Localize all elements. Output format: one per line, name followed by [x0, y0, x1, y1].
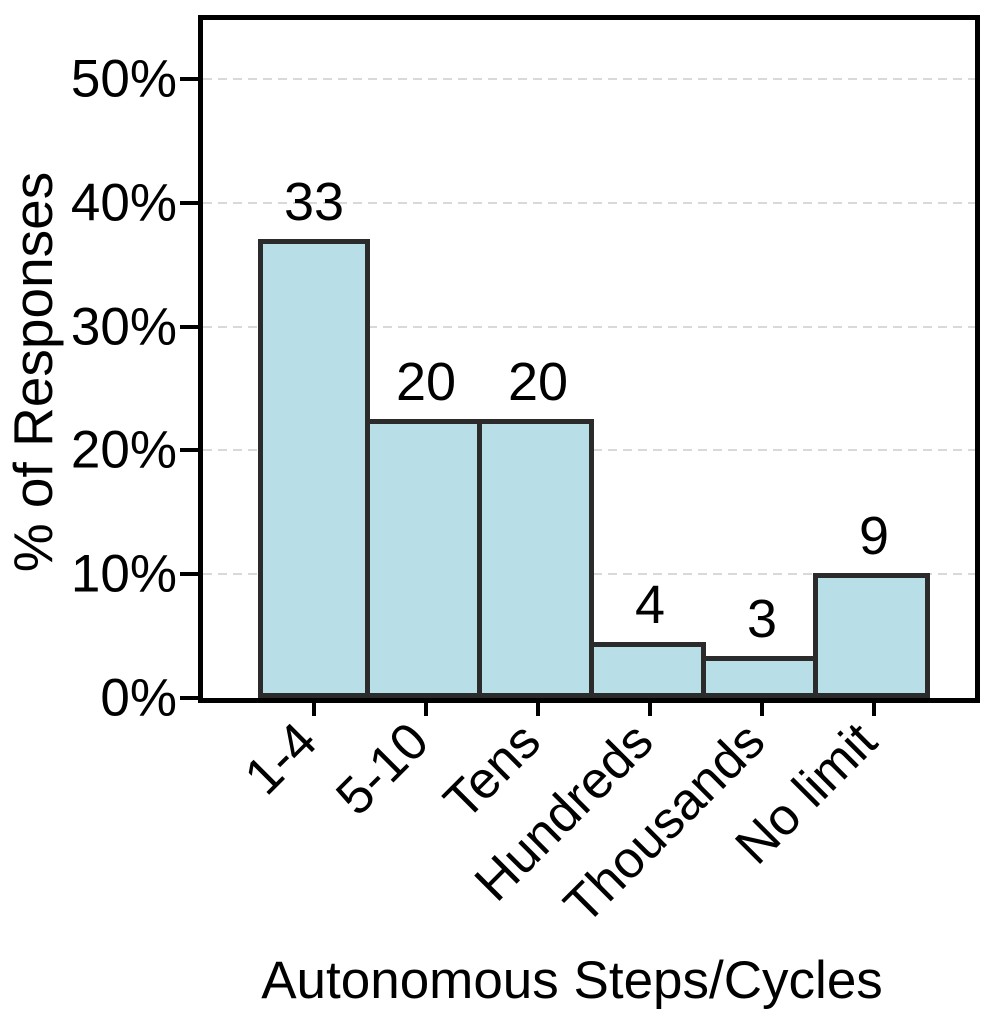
bar-value-label: 3 [746, 589, 778, 649]
bar-value-label: 20 [395, 352, 457, 412]
bar [258, 239, 370, 698]
x-tick [424, 703, 428, 716]
y-tick-label: 0% [100, 668, 177, 728]
x-tick [312, 703, 316, 716]
x-tick-label: 5-10 [325, 711, 440, 827]
y-tick [180, 77, 198, 81]
y-tick-label: 30% [70, 297, 177, 357]
bar [477, 419, 594, 698]
x-axis-title: Autonomous Steps/Cycles [261, 951, 883, 1010]
bar-value-label: 33 [283, 172, 345, 232]
bar [701, 656, 818, 698]
bar [813, 573, 930, 698]
y-tick [180, 324, 198, 329]
y-tick [180, 572, 198, 577]
bar-value-label: 4 [634, 575, 666, 635]
y-tick-label: 40% [70, 173, 177, 233]
y-tick [180, 200, 198, 205]
plot-area: 0% 10% 20% 30% 40% 50% 33 20 20 4 3 9 1-4 5-10 Tens Hun… [71, 15, 980, 935]
y-tick-label: 50% [70, 49, 177, 109]
x-tick-label: 1-4 [233, 711, 328, 807]
y-tick-label: 10% [70, 544, 177, 604]
x-tick [872, 703, 876, 716]
bar [589, 642, 706, 698]
bar-value-label: 9 [858, 506, 890, 566]
x-tick [760, 703, 764, 716]
y-tick-label: 20% [70, 420, 177, 480]
x-tick [648, 703, 652, 716]
gridline [203, 201, 975, 204]
gridline [203, 325, 975, 328]
y-tick [180, 696, 198, 700]
y-tick [180, 448, 198, 453]
bar-value-label: 20 [507, 352, 569, 412]
bar [365, 419, 482, 698]
gridline [203, 78, 975, 80]
x-tick [536, 703, 540, 716]
y-axis-title: % of Responses [2, 171, 64, 573]
